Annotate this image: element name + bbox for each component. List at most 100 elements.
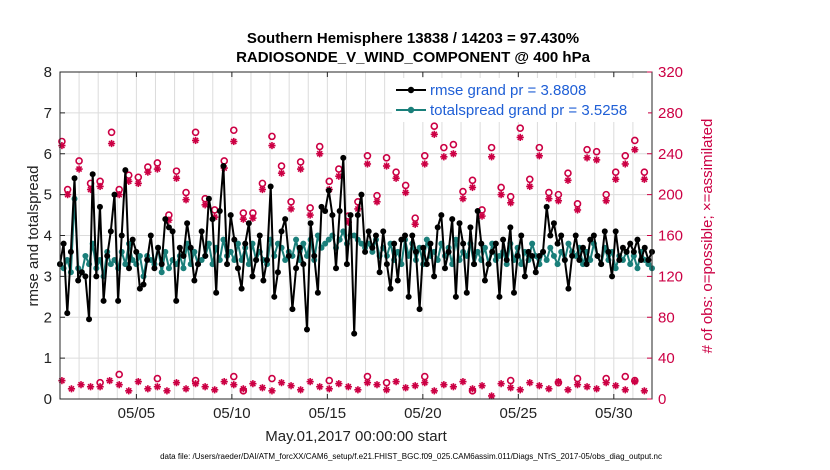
rmse-point <box>180 252 187 259</box>
obs-possible-marker <box>277 162 286 170</box>
obs-assimilated-marker <box>163 387 171 395</box>
obs-assimilated-marker <box>545 385 553 393</box>
rmse-point <box>118 232 125 239</box>
rmse-point <box>572 232 579 239</box>
series-rmse <box>57 154 655 337</box>
totalspread-point <box>547 244 554 251</box>
obs-assimilated-marker <box>564 386 572 394</box>
obs-assimilated-marker <box>382 162 391 170</box>
rmse-point <box>525 248 532 255</box>
obs-assimilated-stroke <box>631 146 638 153</box>
rmse-point <box>532 269 539 276</box>
obs-assimilated-stroke <box>574 206 581 214</box>
obs-assimilated-stroke <box>316 150 323 157</box>
obs-assimilated-stroke <box>192 137 199 144</box>
totalspread-point <box>481 244 488 251</box>
obs-assimilated-marker <box>535 382 543 390</box>
obs-assimilated-stroke <box>555 197 562 204</box>
obs-assimilated-stroke <box>364 160 371 168</box>
rmse-point <box>136 285 143 292</box>
obs-assimilated-stroke <box>144 169 151 176</box>
rmse-point <box>362 248 369 255</box>
rmse-point <box>601 228 608 235</box>
obs-assimilated-marker <box>172 379 181 387</box>
obs-assimilated-stroke <box>297 165 304 173</box>
rmse-point <box>71 175 78 182</box>
rmse-point <box>634 236 641 243</box>
obs-possible-marker <box>525 175 534 184</box>
obs-assimilated-stroke <box>182 385 190 392</box>
rmse-point <box>434 224 441 231</box>
obs-assimilated-stroke <box>412 221 419 228</box>
obs-possible-marker <box>449 140 458 149</box>
obs-assimilated-stroke <box>507 199 514 206</box>
totalspread-point <box>198 257 205 264</box>
legend-label-spread: totalspread grand pr = 3.5258 <box>430 102 627 119</box>
obs-assimilated-marker <box>316 383 324 391</box>
obs-assimilated-marker <box>316 150 324 158</box>
totalspread-point <box>245 261 252 268</box>
rmse-point <box>122 167 129 174</box>
obs-assimilated-marker <box>107 139 116 148</box>
obs-assimilated-marker <box>201 383 209 391</box>
rmse-point <box>423 261 430 268</box>
obs-assimilated-marker <box>478 212 486 220</box>
obs-assimilated-marker <box>402 188 410 197</box>
rmse-point <box>234 265 241 272</box>
rmse-point <box>514 252 521 259</box>
rmse-point <box>133 248 140 255</box>
obs-assimilated-marker <box>373 381 381 389</box>
obs-assimilated-marker <box>621 386 629 394</box>
obs-assimilated-marker <box>440 381 448 389</box>
obs-assimilated-stroke <box>297 386 304 393</box>
rmse-point <box>100 297 107 304</box>
y-tick-label-right: 280 <box>658 105 683 122</box>
rmse-point <box>322 207 329 214</box>
rmse-point <box>449 216 456 223</box>
obs-assimilated-stroke <box>622 160 629 168</box>
obs-assimilated-marker <box>631 146 639 154</box>
obs-possible-marker <box>382 378 391 387</box>
rmse-point <box>115 297 122 304</box>
obs-assimilated-stroke <box>555 378 562 385</box>
obs-assimilated-marker <box>363 160 372 168</box>
obs-assimilated-marker <box>583 383 591 391</box>
obs-assimilated-marker <box>230 137 238 146</box>
totalspread-point <box>300 240 307 247</box>
rmse-point <box>463 289 470 296</box>
obs-possible-marker <box>440 143 448 152</box>
totalspread-point <box>205 240 212 247</box>
obs-assimilated-marker <box>211 386 219 394</box>
obs-assimilated-marker <box>545 195 553 203</box>
obs-possible-marker <box>640 168 649 176</box>
legend-marker-rmse <box>407 86 415 94</box>
obs-assimilated-marker <box>239 385 247 393</box>
obs-assimilated-stroke <box>402 189 409 196</box>
rmse-point <box>271 293 278 300</box>
rmse-point <box>540 248 547 255</box>
obs-assimilated-stroke <box>287 382 295 389</box>
rmse-point <box>184 220 191 227</box>
obs-possible-marker <box>564 169 572 177</box>
rmse-point <box>372 232 379 239</box>
rmse-point <box>616 257 623 264</box>
rmse-point <box>307 220 314 227</box>
obs-possible-marker <box>325 376 334 385</box>
rmse-point <box>478 240 485 247</box>
obs-assimilated-marker <box>115 381 123 389</box>
totalspread-point <box>158 269 165 276</box>
obs-assimilated-marker <box>392 174 400 182</box>
totalspread-point <box>107 261 114 268</box>
rmse-point <box>489 248 496 255</box>
rmse-point <box>481 277 488 284</box>
rmse-point <box>427 240 434 247</box>
rmse-point <box>336 207 343 214</box>
rmse-point <box>438 212 445 219</box>
rmse-point <box>147 232 154 239</box>
rmse-point <box>641 244 648 251</box>
obs-assimilated-stroke <box>612 382 619 389</box>
obs-assimilated-marker <box>640 175 648 183</box>
rmse-point <box>503 257 510 264</box>
obs-assimilated-marker <box>497 191 505 199</box>
totalspread-point <box>64 257 71 264</box>
